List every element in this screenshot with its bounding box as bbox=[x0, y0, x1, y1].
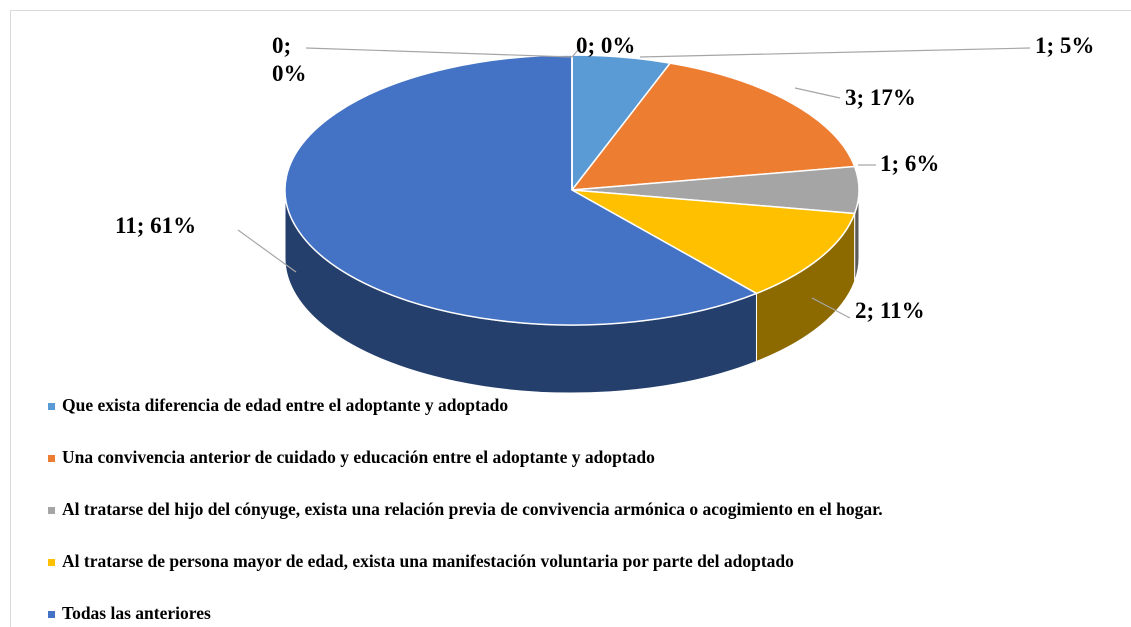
data-label: 1; 5% bbox=[1035, 33, 1095, 58]
pie-slice bbox=[284, 54, 759, 326]
legend-label: Que exista diferencia de edad entre el a… bbox=[62, 395, 509, 415]
pie-slice bbox=[571, 189, 856, 295]
legend-item: Todas las anteriores bbox=[48, 604, 1123, 627]
data-label: 3; 17% bbox=[845, 85, 916, 110]
legend-label: Una convivencia anterior de cuidado y ed… bbox=[62, 447, 655, 467]
legend-label: Al tratarse de persona mayor de edad, ex… bbox=[62, 551, 794, 571]
leader-line bbox=[811, 297, 851, 319]
legend: Que exista diferencia de edad entre el a… bbox=[48, 396, 1123, 627]
data-label: 0; 0% bbox=[272, 33, 307, 86]
legend-item: Una convivencia anterior de cuidado y ed… bbox=[48, 448, 1123, 500]
leader-line bbox=[794, 87, 841, 99]
data-label: 11; 61% bbox=[115, 213, 197, 238]
legend-item: Que exista diferencia de edad entre el a… bbox=[48, 396, 1123, 448]
pie-slice bbox=[570, 62, 856, 191]
legend-swatch bbox=[48, 559, 55, 566]
legend-swatch bbox=[48, 507, 55, 514]
legend-label: Todas las anteriores bbox=[62, 603, 211, 623]
legend-swatch bbox=[48, 403, 55, 410]
data-label: 1; 6% bbox=[880, 151, 940, 176]
leader-line bbox=[237, 229, 297, 273]
data-label: 2; 11% bbox=[855, 298, 925, 323]
chart-frame bbox=[10, 10, 1131, 627]
legend-label: Al tratarse del hijo del cónyuge, exista… bbox=[62, 499, 883, 519]
legend-item: Al tratarse del hijo del cónyuge, exista… bbox=[48, 500, 1123, 552]
leader-line bbox=[639, 47, 1031, 58]
legend-swatch bbox=[48, 455, 55, 462]
data-label: 0; 0% bbox=[576, 33, 636, 58]
leader-line bbox=[305, 47, 573, 58]
legend-swatch bbox=[48, 611, 55, 618]
legend-item: Al tratarse de persona mayor de edad, ex… bbox=[48, 552, 1123, 604]
leader-line bbox=[571, 49, 579, 58]
